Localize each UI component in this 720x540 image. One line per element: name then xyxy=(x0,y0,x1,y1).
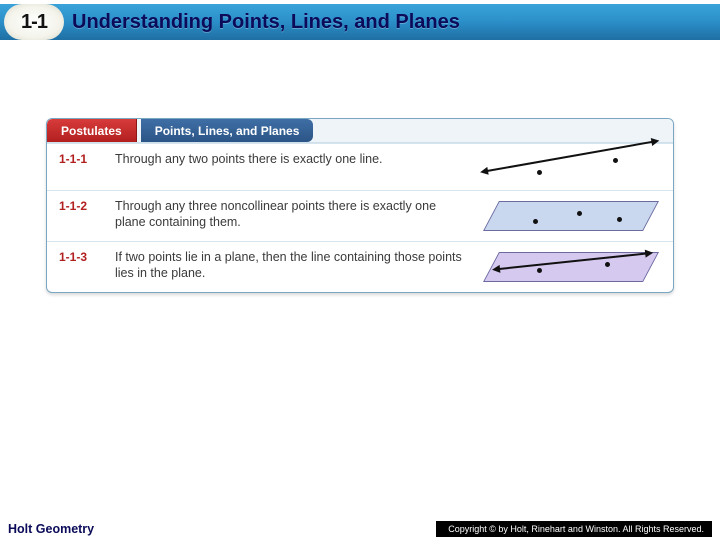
tab-topic-label: Points, Lines, and Planes xyxy=(155,124,300,138)
postulate-text: If two points lie in a plane, then the l… xyxy=(111,242,473,292)
footer: Holt Geometry Copyright © by Holt, Rineh… xyxy=(0,518,720,540)
section-number: 1-1 xyxy=(21,11,47,34)
table-tabs: Postulates Points, Lines, and Planes xyxy=(47,119,673,143)
postulate-text: Through any two points there is exactly … xyxy=(111,144,473,190)
table-row: 1-1-2 Through any three noncollinear poi… xyxy=(47,190,673,241)
postulate-figure-plane-line xyxy=(473,242,673,292)
postulate-text: Through any three noncollinear points th… xyxy=(111,191,473,241)
tabs-spacer xyxy=(313,119,673,142)
page-title: Understanding Points, Lines, and Planes xyxy=(72,11,460,34)
tab-postulates-label: Postulates xyxy=(61,124,122,138)
table-row: 1-1-3 If two points lie in a plane, then… xyxy=(47,241,673,292)
postulate-number: 1-1-3 xyxy=(47,242,111,292)
postulate-number: 1-1-2 xyxy=(47,191,111,241)
section-number-chip: 1-1 xyxy=(4,4,64,40)
table-row: 1-1-1 Through any two points there is ex… xyxy=(47,143,673,190)
footer-copyright: Copyright © by Holt, Rinehart and Winsto… xyxy=(436,521,712,537)
tab-postulates: Postulates xyxy=(47,119,137,142)
footer-brand: Holt Geometry xyxy=(8,522,94,536)
postulate-figure-line-two-points xyxy=(473,144,673,190)
tab-topic: Points, Lines, and Planes xyxy=(141,119,314,142)
header-bar: 1-1 Understanding Points, Lines, and Pla… xyxy=(0,4,720,40)
postulate-number: 1-1-1 xyxy=(47,144,111,190)
footer-copyright-text: Copyright © by Holt, Rinehart and Winsto… xyxy=(448,524,704,534)
postulates-table: Postulates Points, Lines, and Planes 1-1… xyxy=(46,118,674,293)
postulate-figure-plane-three-points xyxy=(473,191,673,241)
